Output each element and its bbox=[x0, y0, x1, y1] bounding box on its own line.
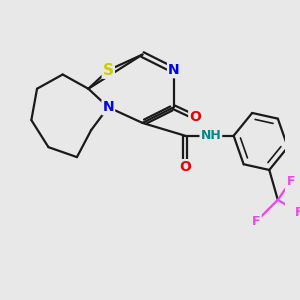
Text: N: N bbox=[103, 100, 114, 114]
Text: F: F bbox=[252, 215, 261, 228]
Text: N: N bbox=[168, 63, 180, 77]
Text: S: S bbox=[103, 63, 114, 78]
Text: NH: NH bbox=[200, 129, 221, 142]
Text: O: O bbox=[189, 110, 201, 124]
Text: O: O bbox=[179, 160, 191, 174]
Text: F: F bbox=[295, 206, 300, 219]
Text: F: F bbox=[286, 175, 295, 188]
